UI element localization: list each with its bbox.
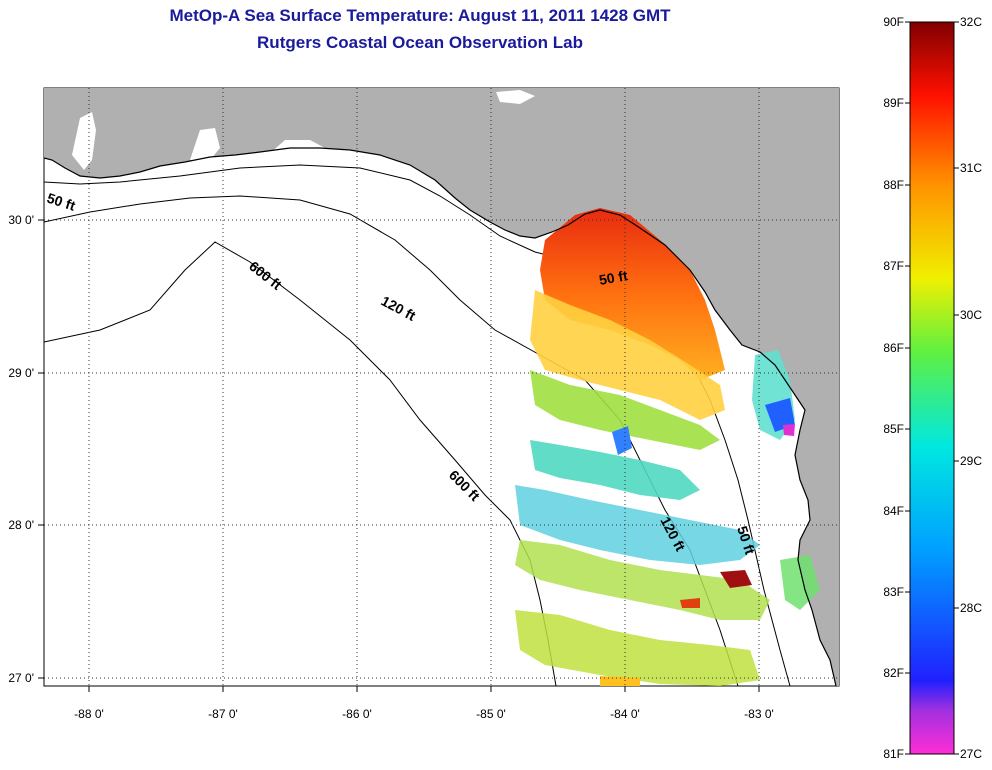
sst-patch — [612, 426, 632, 455]
sst-patch — [515, 610, 760, 686]
map-title: MetOp-A Sea Surface Temperature: August … — [169, 6, 671, 25]
sst-warm-nearshore — [540, 208, 725, 380]
bay — [72, 112, 96, 170]
lat-tick-label: 30 0' — [8, 213, 34, 227]
map-subtitle: Rutgers Coastal Ocean Observation Lab — [257, 33, 583, 52]
sst-patch — [530, 440, 700, 500]
colorbar-c-label: 28C — [960, 601, 982, 615]
colorbar-c-label: 29C — [960, 454, 982, 468]
colorbar-f-label: 90F — [883, 15, 904, 29]
sst-patch — [530, 290, 725, 420]
coastline — [44, 147, 837, 686]
axis-ticks — [38, 219, 760, 692]
sst-patch — [515, 540, 770, 620]
gridlines — [44, 88, 839, 686]
sst-patch — [600, 676, 640, 686]
colorbar-c-label: 31C — [960, 161, 982, 175]
contour-label-50ft: 50 ft — [598, 267, 629, 288]
sst-patch — [515, 485, 760, 565]
lat-tick-label: 27 0' — [8, 671, 34, 685]
lon-tick-label: -88 0' — [74, 707, 104, 721]
colorbar-f-label: 87F — [883, 259, 904, 273]
land-mass — [44, 88, 839, 686]
lon-tick-label: -83 0' — [744, 707, 774, 721]
colorbar-f-label: 88F — [883, 178, 904, 192]
colorbar-f-label: 82F — [883, 666, 904, 680]
sst-patch — [530, 370, 720, 450]
lon-tick-label: -84 0' — [610, 707, 640, 721]
bay — [190, 128, 220, 160]
colorbar-f-label: 86F — [883, 341, 904, 355]
colorbar-c-label: 30C — [960, 308, 982, 322]
lat-tick-label: 29 0' — [8, 366, 34, 380]
lon-tick-label: -86 0' — [342, 707, 372, 721]
colorbar-f-label: 84F — [883, 504, 904, 518]
sst-patch — [783, 424, 795, 436]
colorbar-f-label: 89F — [883, 96, 904, 110]
sst-patch — [720, 570, 752, 588]
sst-patch — [765, 398, 795, 432]
lat-tick-label: 28 0' — [8, 518, 34, 532]
sst-patch — [680, 598, 700, 608]
sst-patch — [780, 555, 820, 610]
lon-tick-label: -87 0' — [208, 707, 238, 721]
sst-data-layer — [515, 208, 820, 686]
colorbar-c-label: 27C — [960, 747, 982, 761]
colorbar-c-label: 32C — [960, 15, 982, 29]
lake-okeechobee — [496, 90, 535, 104]
colorbar-f-label: 81F — [883, 747, 904, 761]
colorbar: 90F 89F 88F 87F 86F 85F 84F 83F 82F 81F … — [883, 15, 982, 761]
colorbar-gradient — [909, 21, 955, 755]
lon-tick-label: -85 0' — [476, 707, 506, 721]
colorbar-f-label: 83F — [883, 585, 904, 599]
colorbar-f-label: 85F — [883, 422, 904, 436]
